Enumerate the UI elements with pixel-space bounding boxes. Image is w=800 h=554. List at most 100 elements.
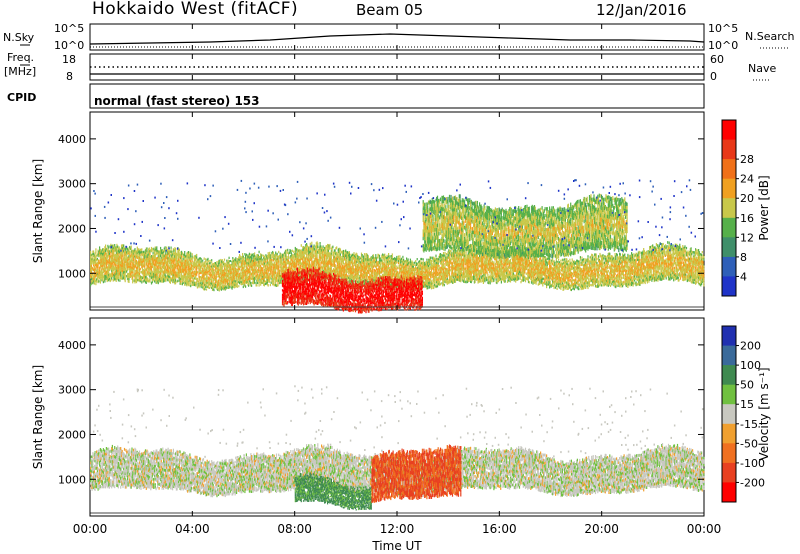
- data-cell: [259, 284, 260, 287]
- data-cell: [125, 268, 126, 270]
- data-cell: [160, 247, 161, 250]
- data-cell: [210, 260, 211, 262]
- data-cell: [280, 270, 281, 272]
- data-cell: [97, 267, 98, 269]
- data-cell: [123, 250, 124, 253]
- data-cell: [340, 249, 341, 251]
- data-cell: [323, 258, 324, 261]
- data-cell: [372, 275, 373, 277]
- data-cell: [189, 282, 190, 284]
- data-cell: [344, 263, 345, 265]
- data-cell: [277, 253, 278, 255]
- data-cell: [401, 258, 402, 260]
- data-cell: [149, 278, 150, 281]
- data-cell: [209, 264, 210, 266]
- data-cell: [349, 254, 350, 256]
- data-cell: [131, 246, 132, 249]
- data-cell: [319, 263, 320, 265]
- data-cell: [183, 282, 184, 284]
- data-cell: [298, 264, 299, 267]
- data-cell: [196, 273, 197, 275]
- data-cell: [406, 258, 407, 260]
- data-cell: [168, 278, 169, 281]
- data-cell: [257, 273, 258, 275]
- data-cell: [166, 247, 167, 250]
- data-cell: [384, 259, 385, 261]
- data-cell: [125, 274, 126, 277]
- data-cell: [118, 279, 119, 281]
- data-cell: [113, 244, 114, 247]
- data-cell: [329, 244, 330, 247]
- data-cell: [315, 266, 316, 268]
- data-cell: [204, 281, 205, 283]
- data-cell: [141, 281, 142, 284]
- data-cell: [190, 260, 191, 263]
- data-cell: [98, 260, 99, 262]
- data-cell: [258, 279, 259, 281]
- data-cell: [153, 252, 154, 254]
- data-cell: [271, 266, 272, 268]
- data-cell: [352, 274, 353, 276]
- data-cell: [271, 261, 272, 263]
- data-cell: [175, 282, 176, 285]
- data-cell: [170, 281, 171, 283]
- data-cell: [121, 257, 122, 260]
- data-cell: [393, 260, 394, 262]
- data-cell: [339, 260, 340, 263]
- data-cell: [353, 252, 354, 254]
- data-cell: [127, 269, 128, 271]
- data-cell: [333, 254, 334, 256]
- data-cell: [179, 249, 180, 251]
- data-cell: [171, 269, 172, 271]
- data-cell: [205, 265, 206, 267]
- data-cell: [188, 251, 189, 254]
- data-cell: [119, 279, 120, 281]
- data-cell: [269, 252, 270, 254]
- data-cell: [258, 271, 259, 273]
- data-cell: [100, 279, 101, 282]
- data-cell: [271, 254, 272, 256]
- data-cell: [129, 251, 130, 254]
- data-cell: [139, 270, 140, 272]
- data-cell: [193, 268, 194, 270]
- data-cell: [288, 255, 289, 257]
- data-cell: [222, 268, 223, 270]
- data-cell: [367, 274, 368, 276]
- data-cell: [207, 262, 208, 264]
- data-cell: [271, 256, 272, 258]
- data-cell: [372, 268, 373, 270]
- data-cell: [106, 253, 107, 255]
- data-cell: [317, 245, 318, 248]
- data-cell: [269, 280, 270, 282]
- data-cell: [264, 256, 265, 258]
- data-cell: [125, 277, 126, 280]
- data-cell: [343, 250, 344, 252]
- data-cell: [230, 260, 231, 262]
- data-cell: [121, 275, 122, 278]
- data-cell: [90, 251, 91, 254]
- data-cell: [250, 279, 251, 281]
- data-cell: [244, 257, 245, 259]
- data-cell: [204, 288, 205, 290]
- data-cell: [172, 281, 173, 283]
- data-cell: [317, 266, 318, 269]
- data-cell: [259, 277, 260, 279]
- data-cell: [332, 249, 333, 251]
- data-cell: [286, 249, 287, 251]
- data-cell: [94, 271, 95, 273]
- data-cell: [204, 286, 205, 288]
- data-cell: [91, 265, 92, 267]
- data-cell: [159, 257, 160, 259]
- data-cell: [202, 262, 203, 264]
- data-cell: [116, 264, 117, 267]
- data-cell: [399, 255, 400, 257]
- data-cell: [377, 256, 378, 258]
- data-cell: [125, 264, 126, 267]
- data-cell: [379, 255, 380, 257]
- data-cell: [280, 279, 281, 281]
- data-cell: [250, 269, 251, 271]
- data-cell: [317, 255, 318, 258]
- data-cell: [332, 273, 333, 275]
- data-cell: [275, 257, 276, 260]
- data-cell: [255, 278, 256, 280]
